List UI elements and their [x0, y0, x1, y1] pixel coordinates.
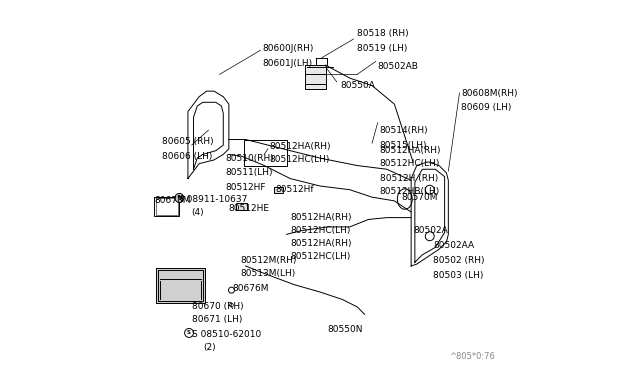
Text: 80514(RH): 80514(RH) [380, 126, 428, 135]
Text: 80676M: 80676M [232, 284, 269, 293]
Text: S: S [187, 330, 191, 336]
Text: 80503 (LH): 80503 (LH) [433, 271, 484, 280]
Text: 80502AA: 80502AA [433, 241, 475, 250]
Bar [156, 268, 205, 303]
Text: 80512M(RH): 80512M(RH) [240, 256, 296, 265]
Text: 80671 (LH): 80671 (LH) [191, 315, 242, 324]
Text: 80512HC(LH): 80512HC(LH) [380, 159, 440, 168]
Text: 80570M: 80570M [402, 193, 438, 202]
Text: 80609 (LH): 80609 (LH) [461, 103, 512, 112]
Text: 80670 (RH): 80670 (RH) [191, 302, 243, 311]
Text: 80512HA(RH): 80512HA(RH) [270, 142, 332, 151]
Text: ^805*0:76: ^805*0:76 [449, 352, 495, 361]
Text: 80550A: 80550A [340, 81, 375, 90]
Text: 80512HC(LH): 80512HC(LH) [291, 252, 351, 261]
Text: 80550N: 80550N [328, 325, 363, 334]
Bar [273, 187, 283, 193]
Text: 80512HA(RH): 80512HA(RH) [291, 213, 352, 222]
Text: N 08911-10637: N 08911-10637 [177, 195, 247, 203]
Text: 80519 (LH): 80519 (LH) [357, 44, 408, 53]
Text: 80608M(RH): 80608M(RH) [461, 89, 518, 97]
Text: 80515(LH): 80515(LH) [380, 141, 427, 150]
Text: 80512HF: 80512HF [225, 183, 266, 192]
Text: 80502 (RH): 80502 (RH) [433, 256, 485, 265]
Text: 80600J(RH): 80600J(RH) [262, 44, 314, 53]
Bar [305, 65, 326, 89]
Text: 80512Hf: 80512Hf [275, 185, 314, 194]
Text: 80512HC(LH): 80512HC(LH) [291, 226, 351, 235]
Text: 80502A: 80502A [413, 226, 448, 235]
Text: 80518 (RH): 80518 (RH) [357, 29, 409, 38]
Text: 80512HB(LH): 80512HB(LH) [380, 187, 440, 196]
Text: 80511(LH): 80511(LH) [225, 169, 273, 177]
Text: (2): (2) [203, 343, 216, 352]
Text: 80512HA(RH): 80512HA(RH) [291, 239, 352, 248]
Bar [244, 140, 287, 166]
Bar [154, 197, 179, 216]
Bar [236, 203, 248, 210]
Text: 80512HA(RH): 80512HA(RH) [380, 146, 441, 155]
Text: 80502AB: 80502AB [378, 62, 419, 71]
Bar [158, 270, 203, 301]
Text: 80510(RH): 80510(RH) [225, 154, 274, 163]
Text: (4): (4) [191, 208, 204, 217]
Text: 80673M: 80673M [155, 196, 191, 205]
Text: 80513M(LH): 80513M(LH) [240, 269, 295, 278]
Circle shape [175, 193, 184, 202]
Text: 80601J(LH): 80601J(LH) [262, 59, 312, 68]
Text: N: N [177, 195, 182, 201]
Text: 80512H (RH): 80512H (RH) [380, 174, 438, 183]
Text: 80512HC(LH): 80512HC(LH) [270, 155, 330, 164]
Text: 80512HE: 80512HE [229, 204, 270, 213]
Text: 80606 (LH): 80606 (LH) [162, 152, 212, 161]
Text: 80605 (RH): 80605 (RH) [162, 137, 214, 146]
Text: S 08510-62010: S 08510-62010 [191, 330, 261, 339]
Bar [156, 198, 177, 215]
